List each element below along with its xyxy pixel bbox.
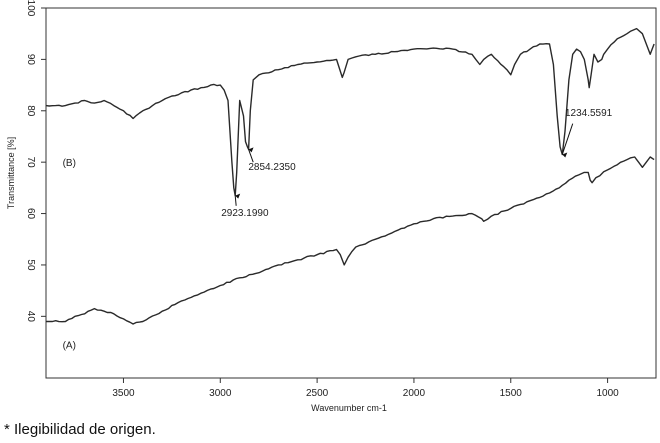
series-line-b bbox=[45, 27, 655, 197]
annotation-arrowhead bbox=[235, 193, 241, 199]
x-tick-label: 1000 bbox=[596, 388, 619, 399]
annotation-leader bbox=[561, 123, 574, 155]
annotation-leader bbox=[234, 195, 237, 206]
series-line-a bbox=[46, 156, 655, 325]
y-tick-label: 70 bbox=[25, 157, 36, 169]
y-tick-label: 60 bbox=[25, 208, 36, 220]
x-tick-label: 3000 bbox=[209, 388, 232, 399]
y-tick-label: 100 bbox=[25, 0, 36, 17]
series-label-b: (B) bbox=[63, 158, 76, 169]
annotation-label: 2923.1990 bbox=[221, 208, 269, 219]
y-tick-label: 40 bbox=[25, 311, 36, 323]
chart-svg: 40 50 60 70 80 90 100 3500 3000 2500 2000 1500 1000 W… bbox=[6, 0, 657, 413]
y-tick-label: 50 bbox=[25, 259, 36, 271]
plot-frame bbox=[45, 7, 657, 379]
x-tick-label: 2500 bbox=[306, 388, 329, 399]
y-axis-label: Transmittance [%] bbox=[6, 137, 16, 209]
series-label-a: (A) bbox=[63, 341, 76, 352]
footnote: * Ilegibilidad de origen. bbox=[4, 421, 156, 438]
annotation-leader bbox=[248, 149, 254, 163]
x-tick-label: 3500 bbox=[112, 388, 135, 399]
annotation-label: 2854.2350 bbox=[248, 162, 296, 173]
annotation-label: 1234.5591 bbox=[565, 108, 613, 119]
annotation-arrowhead bbox=[248, 147, 254, 153]
annotation-arrowhead bbox=[562, 152, 568, 158]
x-tick-label: 1500 bbox=[500, 388, 523, 399]
x-axis-label: Wavenumber cm-1 bbox=[311, 403, 387, 413]
y-tick-label: 90 bbox=[25, 54, 36, 66]
x-tick-label: 2000 bbox=[403, 388, 426, 399]
y-tick-label: 80 bbox=[25, 105, 36, 117]
